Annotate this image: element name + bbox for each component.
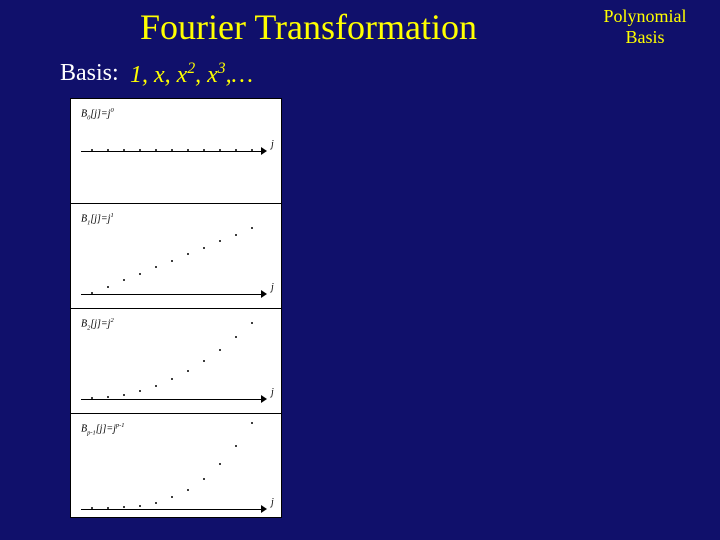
data-dot (219, 149, 221, 151)
data-dot (251, 227, 253, 229)
data-dot (203, 247, 205, 249)
arrow-icon (261, 290, 267, 298)
axis-line (81, 294, 261, 295)
data-dot (123, 279, 125, 281)
data-dot (187, 253, 189, 255)
data-dot (235, 234, 237, 236)
data-dot (139, 273, 141, 275)
corner-line2: Basis (590, 27, 700, 48)
corner-label: Polynomial Basis (590, 6, 700, 47)
data-dot (123, 394, 125, 396)
data-dot (171, 149, 173, 151)
data-dot (91, 507, 93, 509)
axis-line (81, 509, 261, 510)
data-dot (219, 349, 221, 351)
data-dot (251, 322, 253, 324)
data-dot (219, 240, 221, 242)
data-dot (107, 149, 109, 151)
basis-figure: B0[j]=j0 j B1[j]=j1 j B2[j]=j2 j Bp-1[j]=jp-1 j (70, 98, 282, 518)
axis-var-label: j (271, 139, 274, 150)
data-dot (107, 507, 109, 509)
data-dot (203, 478, 205, 480)
panel-label: B1[j]=j1 (81, 212, 114, 226)
panel-label: B0[j]=j0 (81, 107, 114, 121)
data-dot (235, 336, 237, 338)
figure-panel: B0[j]=j0 j (71, 99, 281, 204)
figure-panel: Bp-1[j]=jp-1 j (71, 414, 281, 519)
data-dot (139, 149, 141, 151)
data-dot (139, 505, 141, 507)
data-dot (139, 390, 141, 392)
data-dot (91, 149, 93, 151)
data-dot (251, 422, 253, 424)
arrow-icon (261, 505, 267, 513)
corner-line1: Polynomial (590, 6, 700, 27)
basis-label: Basis: (60, 60, 119, 87)
data-dot (171, 496, 173, 498)
data-dot (155, 502, 157, 504)
panel-label: Bp-1[j]=jp-1 (81, 422, 125, 436)
axis-var-label: j (271, 387, 274, 398)
arrow-icon (261, 395, 267, 403)
data-dot (235, 445, 237, 447)
axis-line (81, 399, 261, 400)
data-dot (155, 385, 157, 387)
data-dot (203, 149, 205, 151)
data-dot (187, 489, 189, 491)
arrow-icon (261, 147, 267, 155)
data-dot (171, 260, 173, 262)
slide-title: Fourier Transformation (140, 6, 477, 48)
panel-label: B2[j]=j2 (81, 317, 114, 331)
data-dot (187, 149, 189, 151)
data-dot (107, 286, 109, 288)
data-dot (235, 149, 237, 151)
data-dot (123, 149, 125, 151)
data-dot (187, 370, 189, 372)
data-dot (91, 397, 93, 399)
data-dot (251, 149, 253, 151)
data-dot (219, 463, 221, 465)
data-dot (171, 378, 173, 380)
data-dot (155, 149, 157, 151)
basis-sequence: 1, x, x2, x3,… (130, 60, 253, 89)
axis-var-label: j (271, 282, 274, 293)
data-dot (91, 292, 93, 294)
data-dot (107, 396, 109, 398)
figure-panel: B1[j]=j1 j (71, 204, 281, 309)
axis-line (81, 151, 261, 152)
data-dot (123, 506, 125, 508)
data-dot (203, 360, 205, 362)
data-dot (155, 266, 157, 268)
axis-var-label: j (271, 497, 274, 508)
figure-panel: B2[j]=j2 j (71, 309, 281, 414)
